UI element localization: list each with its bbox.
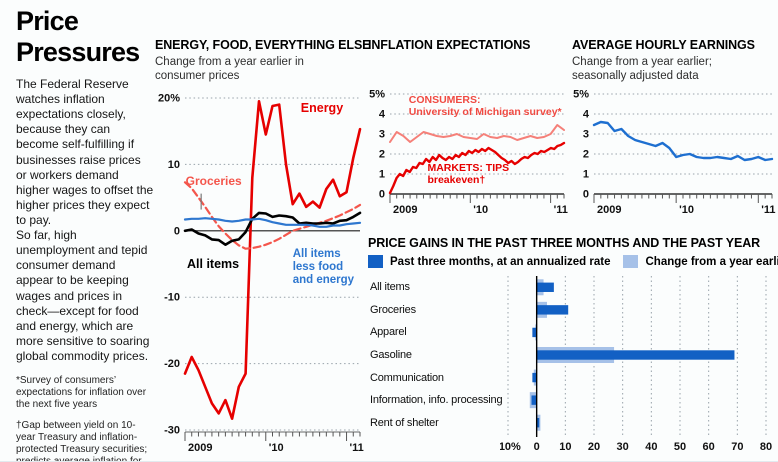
svg-text:3: 3 — [583, 129, 589, 141]
chart-energy-food: ENERGY, FOOD, EVERYTHING ELSE Change fro… — [155, 38, 371, 456]
chart-price-gains: PRICE GAINS IN THE PAST THREE MONTHS AND… — [368, 236, 778, 456]
footnote-survey: *Survey of consumers’ expectations for i… — [16, 375, 147, 411]
svg-text:0: 0 — [379, 189, 385, 201]
svg-text:4: 4 — [379, 109, 386, 121]
hourly-earnings-plot: 5% 4 3 2 1 0 2009 '10 '11 — [573, 90, 775, 216]
chart-title: ENERGY, FOOD, EVERYTHING ELSE — [155, 38, 371, 52]
chart-hourly-earnings: AVERAGE HOURLY EARNINGS Change from a ye… — [572, 38, 778, 220]
svg-text:1: 1 — [583, 169, 589, 181]
price-gains-plot: -10% 0 10 20 30 40 50 60 70 80 — [500, 276, 772, 453]
svg-text:5%: 5% — [573, 90, 589, 101]
svg-text:30: 30 — [617, 441, 629, 453]
svg-text:-30: -30 — [164, 425, 180, 437]
svg-text:80: 80 — [760, 441, 772, 453]
legend-swatch-year — [623, 255, 639, 268]
svg-text:0: 0 — [534, 441, 540, 453]
legend-label-three-months: Past three months, at an annualized rate — [390, 255, 611, 268]
bar-category-label: Information, info. processing — [370, 394, 503, 407]
svg-text:10: 10 — [559, 441, 571, 453]
bar-category-label: Apparel — [370, 326, 407, 339]
svg-text:-10%: -10% — [500, 441, 521, 453]
svg-text:'10: '10 — [269, 442, 284, 454]
svg-text:0: 0 — [174, 225, 180, 237]
svg-text:5%: 5% — [369, 90, 385, 101]
chart-subtitle: Change from a year earlier in consumer p… — [155, 56, 304, 83]
svg-text:'11: '11 — [350, 442, 364, 454]
svg-text:2009: 2009 — [597, 204, 621, 216]
svg-text:70: 70 — [731, 441, 743, 453]
svg-text:'11: '11 — [554, 204, 568, 216]
svg-text:2: 2 — [379, 149, 385, 161]
svg-text:1: 1 — [379, 169, 385, 181]
chart-title: INFLATION EXPECTATIONS — [368, 38, 531, 52]
bar-category-labels: All items Groceries Apparel Gasoline Communi… — [370, 276, 503, 434]
svg-text:50: 50 — [674, 441, 686, 453]
intro-paragraph-2: So far, high unemployment and tepid cons… — [16, 228, 150, 363]
page-title: Price Pressures — [16, 6, 140, 67]
left-text-column: Price Pressures The Federal Reserve watc… — [16, 6, 154, 462]
energy-food-plot: 20% 10 0 -10 -20 -30 2009 '10 '11 — [158, 93, 364, 455]
chart-inflation-expectations: INFLATION EXPECTATIONS 5% 4 3 2 1 0 2009 '10 '11… — [368, 38, 568, 220]
svg-text:-10: -10 — [164, 292, 180, 304]
legend-label-year: Change from a year earlier — [645, 255, 778, 268]
bar-category-label: Rent of shelter — [370, 416, 439, 429]
svg-text:2009: 2009 — [393, 204, 417, 216]
bar-category-label: Gasoline — [370, 348, 412, 361]
svg-text:60: 60 — [703, 441, 715, 453]
svg-text:20: 20 — [588, 441, 600, 453]
footnote-tips: †Gap between yield on 10-year Treasury a… — [16, 420, 148, 462]
svg-text:2: 2 — [583, 149, 589, 161]
svg-text:4: 4 — [583, 109, 590, 121]
svg-text:10: 10 — [168, 159, 180, 171]
legend-swatch-three-months — [368, 255, 383, 268]
svg-text:'10: '10 — [679, 204, 694, 216]
svg-text:2009: 2009 — [188, 442, 212, 454]
svg-text:'10: '10 — [473, 204, 488, 216]
bar-category-label: Communication — [370, 371, 444, 384]
bar-legend: Past three months, at an annualized rate… — [368, 255, 778, 268]
bar-category-label: All items — [370, 281, 410, 294]
chart-title: PRICE GAINS IN THE PAST THREE MONTHS AND… — [368, 236, 761, 250]
svg-text:20%: 20% — [158, 93, 180, 105]
svg-text:40: 40 — [645, 441, 657, 453]
svg-text:-20: -20 — [164, 358, 180, 370]
intro-paragraph-1: The Federal Reserve watches inflation ex… — [16, 77, 154, 227]
chart-title: AVERAGE HOURLY EARNINGS — [572, 38, 755, 52]
svg-text:'11: '11 — [761, 204, 775, 216]
bar-category-label: Groceries — [370, 303, 416, 316]
svg-text:0: 0 — [583, 189, 589, 201]
chart-subtitle: Change from a year earlier; seasonally a… — [572, 56, 712, 83]
inflation-expectations-plot: 5% 4 3 2 1 0 2009 '10 '11 — [369, 90, 568, 216]
svg-text:3: 3 — [379, 129, 385, 141]
